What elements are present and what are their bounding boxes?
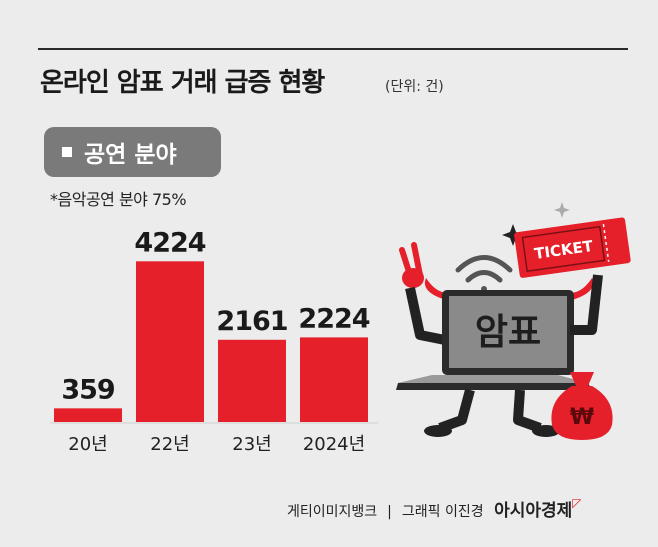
- category-label: 22년: [150, 434, 189, 455]
- money-bag-icon: ₩: [551, 372, 613, 440]
- bar-22년: [136, 261, 204, 422]
- illustration: 암표 TICKET ₩: [396, 202, 631, 440]
- peace-hand-icon: [399, 242, 446, 345]
- laptop-base: [396, 383, 592, 390]
- won-sign: ₩: [570, 405, 594, 430]
- ticket-icon: TICKET: [514, 217, 631, 278]
- left-leg: [438, 388, 475, 433]
- footer-credits: 게티이미지뱅크 | 그래픽 이진경 아시아경제◸: [287, 496, 582, 521]
- sparkle-icon: [554, 202, 570, 218]
- laptop-keyboard: [398, 375, 588, 383]
- chart-title: 온라인 암표 거래 급증 현황: [40, 68, 325, 98]
- photo-credit: 게티이미지뱅크: [287, 504, 378, 520]
- left-shoe: [424, 425, 452, 437]
- bar-20년: [54, 408, 122, 422]
- right-shoe: [532, 425, 560, 437]
- graphic-credit: 그래픽 이진경: [401, 504, 484, 520]
- bars-group: 359 20년 4224 22년 2161 23년 2224 2024년: [54, 227, 371, 455]
- value-label: 4224: [134, 227, 205, 258]
- brand-logo: 아시아경제: [494, 501, 573, 521]
- value-label: 2224: [298, 303, 369, 334]
- chart-note: *음악공연 분야 75%: [50, 190, 187, 209]
- category-label: 23년: [232, 434, 271, 455]
- unit-label: (단위: 건): [385, 79, 444, 95]
- wifi-icon: [455, 255, 513, 292]
- footer-separator: |: [387, 504, 392, 520]
- bar-2024년: [300, 337, 368, 422]
- right-leg: [513, 389, 542, 433]
- category-label: 20년: [68, 434, 107, 455]
- category-label: 2024년: [303, 434, 365, 455]
- sparkle-icon: [502, 224, 524, 246]
- square-bullet-icon: [62, 147, 72, 157]
- value-label: 359: [61, 374, 115, 405]
- right-arm: [570, 274, 603, 335]
- category-pill: 공연 분야: [44, 127, 221, 177]
- category-pill-label: 공연 분야: [84, 142, 177, 168]
- laptop-screen: [449, 296, 567, 368]
- top-rule: [38, 48, 628, 50]
- brand-mark: ◸: [572, 496, 582, 510]
- bar-23년: [218, 339, 286, 422]
- laptop-screen-text: 암표: [475, 312, 541, 353]
- value-label: 2161: [216, 306, 287, 337]
